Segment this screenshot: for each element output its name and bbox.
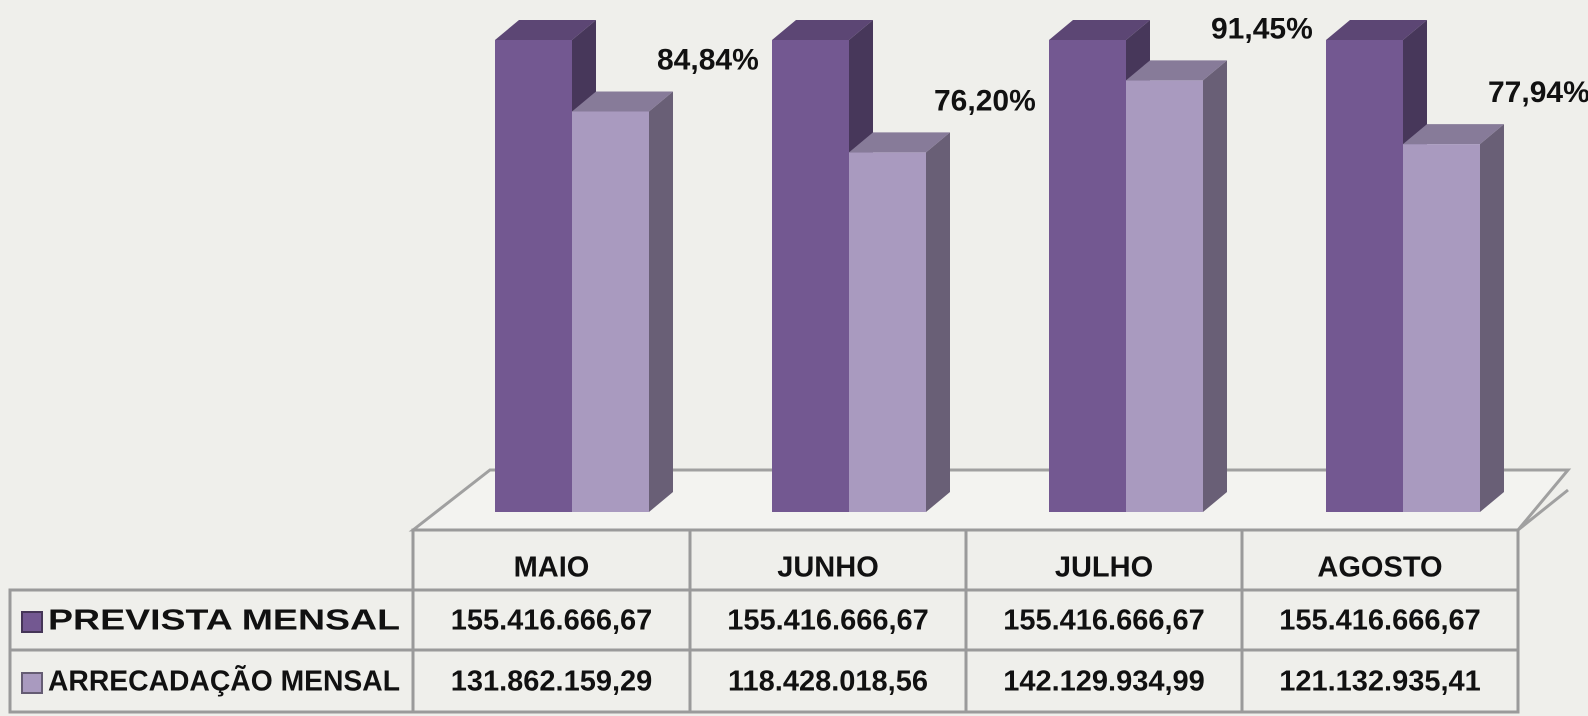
bar-front: [849, 152, 926, 513]
bar-front: [772, 40, 849, 512]
percent-label: 84,84%: [657, 43, 759, 76]
legend-swatch: [21, 672, 43, 694]
value-label: 155.416.666,67: [1279, 605, 1481, 637]
x-tick-label: MAIO: [514, 552, 590, 584]
bar-front: [1326, 40, 1403, 512]
value-label: 118.428.018,56: [728, 666, 928, 698]
bar-top: [1326, 20, 1427, 40]
bar-top: [1049, 20, 1150, 40]
bar-side: [1203, 60, 1227, 512]
bar-top: [1126, 60, 1227, 81]
bar-top: [1403, 124, 1504, 145]
table-cell: [1240, 648, 1520, 714]
percent-label: 91,45%: [1211, 12, 1313, 45]
bar-top: [849, 132, 950, 153]
bar-front: [572, 111, 649, 512]
bar-front: [1126, 80, 1203, 512]
bar-side: [649, 91, 673, 512]
bar-side: [926, 132, 950, 513]
value-label: 121.132.935,41: [1279, 666, 1481, 698]
floor-edge: [1517, 488, 1569, 532]
bar-top: [772, 20, 873, 40]
percent-label: 77,94%: [1488, 76, 1588, 109]
value-label: 155.416.666,67: [451, 605, 653, 637]
value-label: 131.862.159,29: [451, 666, 653, 698]
value-label: 142.129.934,99: [1003, 666, 1205, 698]
legend-label: PREVISTA MENSAL: [48, 605, 400, 637]
bar: [1126, 60, 1227, 512]
bar-front: [1403, 144, 1480, 512]
bar-front: [1049, 40, 1126, 512]
legend-label: ARRECADAÇÃO MENSAL: [48, 664, 400, 698]
bar: [572, 91, 673, 512]
x-tick-label: JUNHO: [777, 552, 879, 584]
value-label: 155.416.666,67: [727, 605, 929, 637]
bar-top: [495, 20, 596, 40]
bar: [1403, 124, 1504, 512]
bar-front: [495, 40, 572, 512]
x-tick-label: JULHO: [1055, 552, 1153, 584]
legend-swatch: [21, 611, 43, 633]
percent-label: 76,20%: [934, 84, 1036, 117]
bar-top: [572, 91, 673, 112]
bar-side: [1480, 124, 1504, 512]
value-label: 155.416.666,67: [1003, 605, 1205, 637]
bar: [849, 132, 950, 513]
x-tick-label: AGOSTO: [1317, 552, 1442, 584]
